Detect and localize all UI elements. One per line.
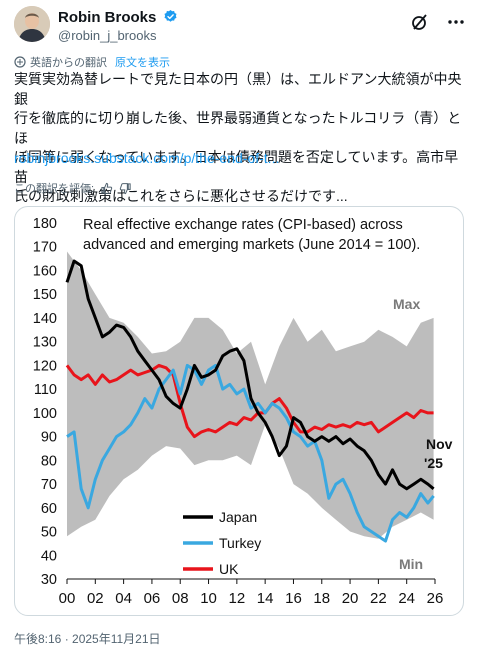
x-tick-label: 22 — [370, 590, 387, 607]
y-tick-label: 150 — [33, 287, 57, 303]
x-tick-label: 26 — [427, 590, 444, 607]
x-tick-label: 24 — [398, 590, 415, 607]
chart-title-line: Real effective exchange rates (CPI-based… — [83, 217, 403, 233]
rate-translation-label: この翻訳を評価: — [14, 183, 95, 195]
series-line-uk — [65, 363, 434, 439]
y-tick-label: 40 — [41, 548, 57, 564]
grok-icon[interactable] — [410, 12, 430, 32]
y-tick-label: 90 — [41, 430, 57, 446]
tweet-text-line: 実質実効為替レートで見た日本の円（黒）は、エルドアン大統領が中央銀 — [14, 71, 462, 107]
y-tick-label: 160 — [33, 263, 57, 279]
x-tick-label: 18 — [313, 590, 330, 607]
y-tick-label: 130 — [33, 335, 57, 351]
x-tick-label: 16 — [285, 590, 302, 607]
band-max-label: Max — [393, 296, 420, 312]
y-tick-label: 140 — [33, 311, 57, 327]
band-min-label: Min — [399, 556, 423, 572]
rate-translation: この翻訳を評価: — [14, 180, 132, 196]
chart-card[interactable]: 30 40 50 60 70 80 90 100 110 120 130 140 150 160 170 18… — [14, 206, 464, 616]
series-line-japan — [65, 259, 435, 491]
y-tick-label: 100 — [33, 406, 57, 422]
tweet-timestamp[interactable]: 午後8:16 · 2025年11月21日 — [14, 632, 161, 646]
translation-notice: 英語からの翻訳 原文を表示 — [14, 54, 170, 70]
y-tick-label: 80 — [41, 453, 57, 469]
x-tick-label: 10 — [200, 590, 217, 607]
avatar-image — [14, 6, 50, 42]
legend-label-uk: UK — [219, 561, 239, 577]
x-tick-label: 06 — [144, 590, 161, 607]
more-options-icon[interactable] — [446, 12, 466, 32]
y-tick-label: 70 — [41, 477, 57, 493]
y-tick-label: 170 — [33, 240, 57, 256]
thumbs-up-icon[interactable] — [100, 182, 113, 195]
end-date-label: Nov — [426, 436, 453, 452]
x-tick-label: 12 — [229, 590, 246, 607]
chart-title-line: advanced and emerging markets (June 2014… — [83, 237, 420, 253]
y-tick-label: 30 — [41, 572, 57, 588]
show-original-link[interactable]: 原文を表示 — [115, 57, 170, 69]
y-tick-label: 110 — [34, 382, 57, 398]
y-tick-label: 50 — [41, 525, 57, 541]
legend: Japan Turkey UK — [183, 509, 261, 577]
y-tick-label: 60 — [41, 501, 57, 517]
avatar[interactable] — [14, 6, 50, 42]
x-tick-label: 20 — [342, 590, 359, 607]
tweet-text-line: ぼ同等に弱くなっています。日本は債務問題を否定しています。高市早苗 — [14, 149, 459, 185]
translation-label: 英語からの翻訳 — [30, 57, 107, 69]
x-tick-label: 04 — [115, 590, 132, 607]
end-date-label: '25 — [424, 455, 443, 471]
verified-badge-icon — [164, 9, 177, 22]
x-tick-label: 08 — [172, 590, 189, 607]
y-tick-label: 120 — [33, 358, 57, 374]
x-tick-label: 00 — [59, 590, 76, 607]
legend-label-japan: Japan — [219, 509, 257, 525]
article-link[interactable]: robinjbrooks.substack.com/p/the-end-of-t… — [14, 150, 280, 166]
translate-icon — [14, 56, 26, 68]
author-name-text[interactable]: Robin Brooks — [58, 9, 157, 26]
tweet-text-line: 行を徹底的に切り崩した後、世界最弱通貨となったトルコリラ（青）とほ — [14, 110, 462, 146]
author-name[interactable]: Robin Brooks — [58, 9, 178, 26]
y-tick-label: 180 — [33, 216, 57, 232]
thumbs-down-icon[interactable] — [119, 182, 132, 195]
tweet-header: Robin Brooks @robin_j_brooks — [14, 6, 466, 46]
tweet-text-line: 氏の財政刺激策はこれをさらに悪化させるだけです... — [14, 188, 348, 204]
series-line-turkey — [66, 363, 435, 543]
legend-label-turkey: Turkey — [219, 535, 261, 551]
x-tick-label: 02 — [87, 590, 104, 607]
author-handle[interactable]: @robin_j_brooks — [58, 28, 157, 43]
tweet-text: 実質実効為替レートで見た日本の円（黒）は、エルドアン大統領が中央銀 行を徹底的に… — [14, 70, 466, 207]
chart: 30 40 50 60 70 80 90 100 110 120 130 140 150 160 170 18… — [33, 216, 453, 607]
x-tick-label: 14 — [257, 590, 274, 607]
